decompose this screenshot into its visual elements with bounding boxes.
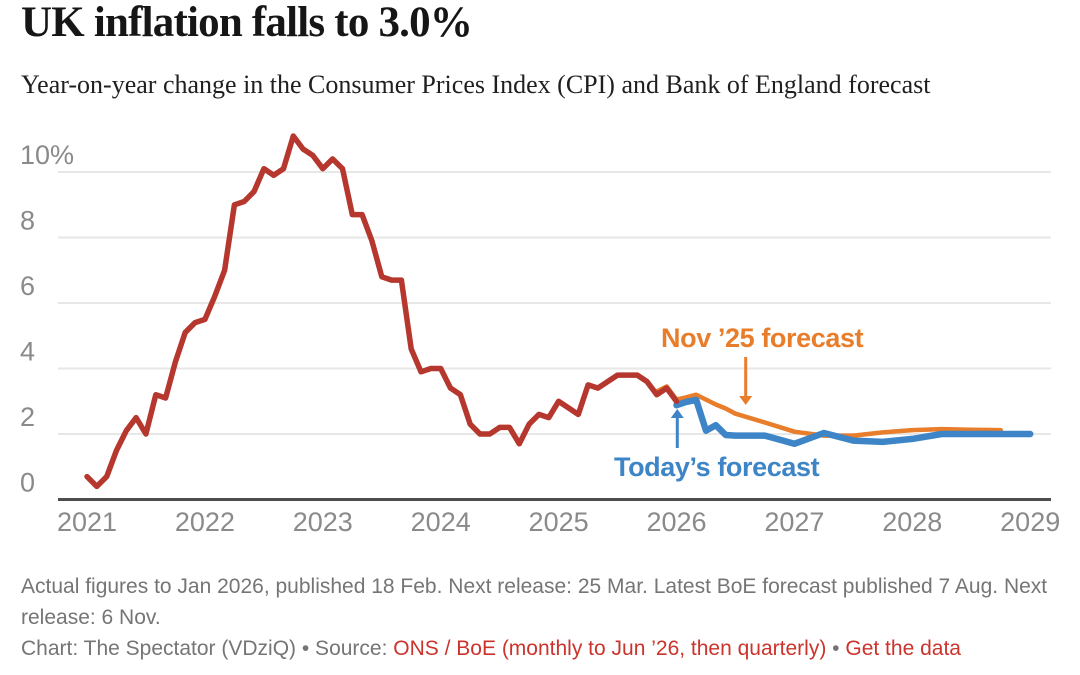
- separator-dot: •: [832, 637, 840, 660]
- svg-text:8: 8: [20, 206, 35, 236]
- footnote-release-info: Actual figures to Jan 2026, published 18…: [21, 575, 1048, 629]
- chart-subtitle: Year-on-year change in the Consumer Pric…: [21, 70, 931, 99]
- page-title: UK inflation falls to 3.0%: [21, 0, 473, 46]
- annotation-nov-25-forecast-label: Nov ’25 forecast: [661, 323, 864, 353]
- svg-text:2021: 2021: [57, 507, 117, 537]
- get-the-data-link[interactable]: Get the data: [845, 637, 961, 660]
- svg-text:2026: 2026: [646, 507, 706, 537]
- svg-text:4: 4: [20, 337, 35, 367]
- svg-text:2029: 2029: [1000, 507, 1060, 537]
- svg-text:2022: 2022: [175, 507, 235, 537]
- source-link[interactable]: ONS / BoE (monthly to Jun ’26, then quar…: [393, 637, 827, 660]
- svg-text:6: 6: [20, 271, 35, 301]
- svg-text:2027: 2027: [764, 507, 824, 537]
- svg-text:2023: 2023: [293, 507, 353, 537]
- svg-text:2025: 2025: [529, 507, 589, 537]
- byline-prefix: Chart: The Spectator (VDziQ) • Source:: [21, 637, 388, 660]
- svg-text:10%: 10%: [20, 140, 74, 170]
- svg-text:0: 0: [20, 468, 35, 498]
- cpi-line-chart: 0 2 4 6 8 10% 2021 2022 2023 2024 2025 2026 2027 2028…: [20, 133, 1060, 537]
- svg-text:2024: 2024: [411, 507, 471, 537]
- svg-text:2028: 2028: [882, 507, 942, 537]
- byline: Chart: The Spectator (VDziQ) • Source: O…: [21, 637, 961, 661]
- svg-text:2: 2: [20, 402, 35, 432]
- annotation-todays-forecast-label: Today’s forecast: [614, 452, 820, 482]
